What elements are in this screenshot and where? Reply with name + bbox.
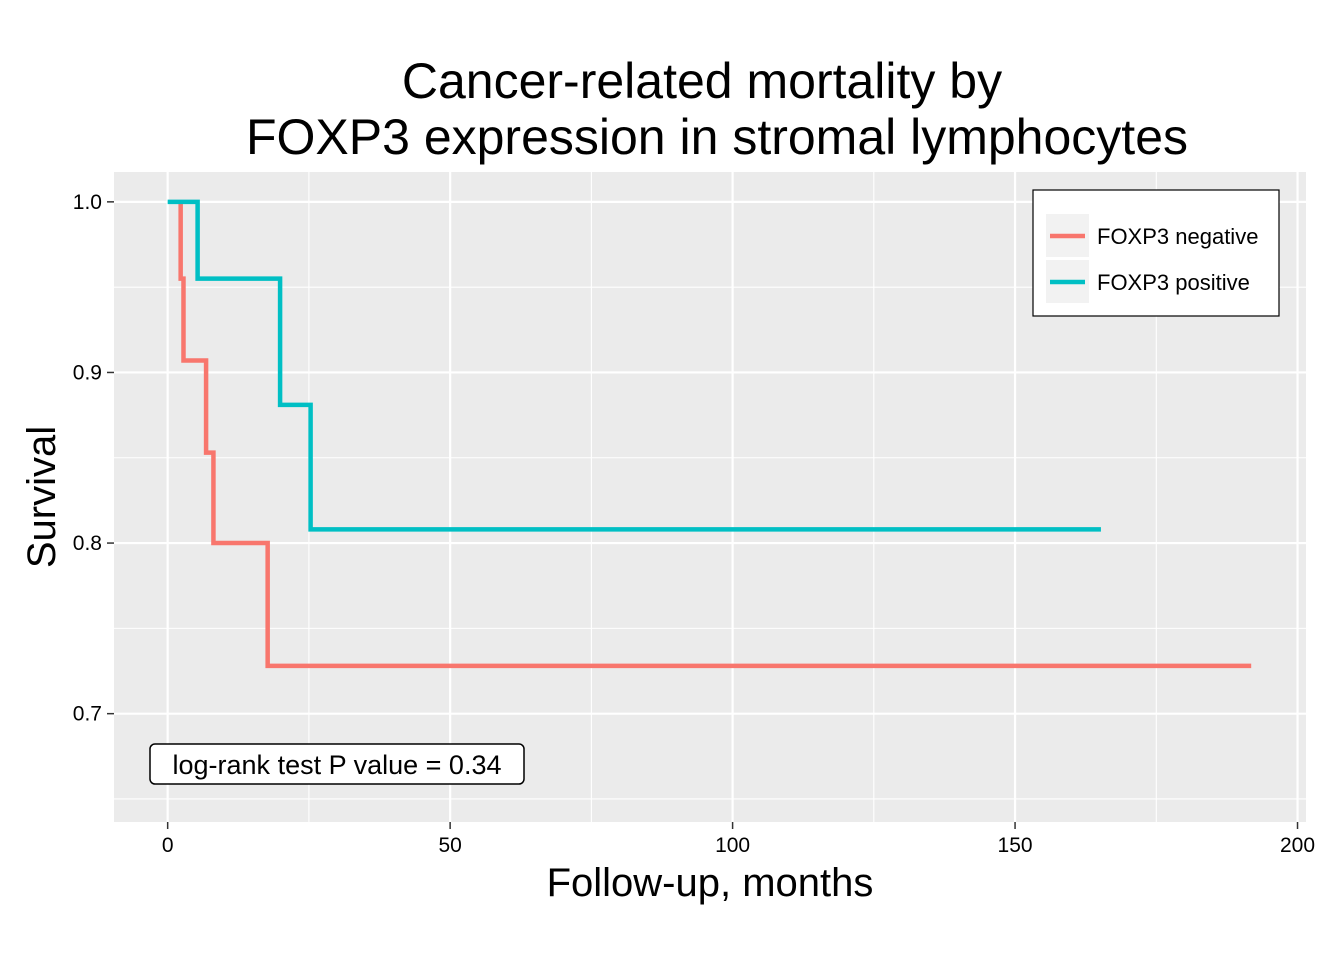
x-tick-label: 150 xyxy=(998,834,1033,857)
y-axis-title: Survival xyxy=(20,426,64,568)
p-value-annotation: log-rank test P value = 0.34 xyxy=(149,743,525,785)
y-tick-label: 1.0 xyxy=(73,191,102,214)
series-line-negative xyxy=(178,201,1252,669)
series-line-positive xyxy=(167,199,1101,532)
chart-title-line-2: FOXP3 expression in stromal lymphocytes xyxy=(246,109,1188,165)
y-tick-label: 0.9 xyxy=(73,361,102,384)
x-tick-label: 100 xyxy=(715,834,750,857)
legend: FOXP3 negative FOXP3 positive xyxy=(1032,189,1280,317)
legend-label-positive: FOXP3 positive xyxy=(1097,270,1250,295)
y-tick-label: 0.8 xyxy=(73,532,102,555)
legend-label-negative: FOXP3 negative xyxy=(1097,224,1258,249)
annotation-text: log-rank test P value = 0.34 xyxy=(173,750,502,780)
x-axis-title: Follow-up, months xyxy=(547,861,874,905)
annotation-box xyxy=(149,743,525,785)
gridlines xyxy=(114,172,1306,822)
survival-curves xyxy=(167,199,1252,669)
x-tick-label: 0 xyxy=(162,834,174,857)
x-tick-label: 50 xyxy=(438,834,461,857)
chart-title-line-1: Cancer-related mortality by xyxy=(402,53,1002,109)
x-tick-label: 200 xyxy=(1280,834,1315,857)
axis-ticks: 0 50 100 150 200 0.7 0.8 0.9 1.0 xyxy=(73,191,1315,857)
y-tick-label: 0.7 xyxy=(73,703,102,726)
